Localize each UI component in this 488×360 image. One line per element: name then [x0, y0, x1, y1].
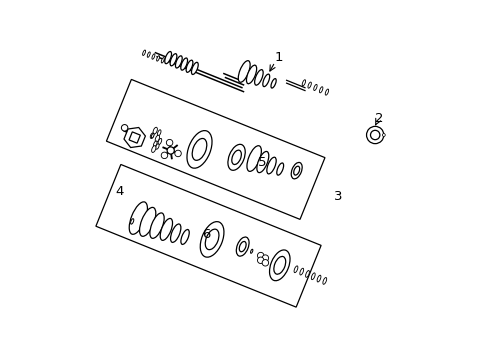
Ellipse shape [273, 256, 285, 274]
Ellipse shape [205, 229, 219, 249]
Ellipse shape [307, 82, 311, 88]
Ellipse shape [325, 89, 328, 95]
Ellipse shape [161, 58, 164, 63]
Ellipse shape [317, 275, 320, 282]
Ellipse shape [147, 52, 150, 57]
Circle shape [366, 126, 383, 144]
Circle shape [161, 152, 167, 159]
Circle shape [262, 255, 268, 261]
Ellipse shape [191, 62, 198, 75]
Polygon shape [124, 127, 145, 148]
Circle shape [121, 125, 127, 131]
Ellipse shape [156, 56, 159, 61]
Ellipse shape [155, 135, 159, 142]
Ellipse shape [186, 60, 192, 72]
Circle shape [262, 260, 268, 266]
Ellipse shape [246, 146, 261, 171]
Ellipse shape [227, 144, 245, 170]
Ellipse shape [256, 152, 268, 173]
Ellipse shape [153, 141, 157, 147]
Ellipse shape [293, 166, 299, 175]
Ellipse shape [238, 60, 250, 82]
Text: 4: 4 [115, 185, 123, 198]
Ellipse shape [269, 250, 289, 281]
Ellipse shape [293, 266, 297, 273]
Ellipse shape [311, 273, 314, 280]
Circle shape [257, 257, 264, 264]
Ellipse shape [302, 80, 305, 86]
Polygon shape [106, 80, 325, 219]
Ellipse shape [270, 78, 276, 88]
Ellipse shape [129, 202, 147, 234]
Ellipse shape [192, 139, 206, 160]
Circle shape [257, 252, 264, 259]
Ellipse shape [181, 58, 187, 70]
Ellipse shape [157, 130, 161, 136]
Text: 5: 5 [257, 156, 265, 169]
Ellipse shape [313, 84, 316, 90]
Ellipse shape [291, 162, 302, 179]
Circle shape [174, 150, 181, 157]
Ellipse shape [322, 278, 326, 284]
Ellipse shape [152, 54, 155, 59]
Ellipse shape [175, 56, 182, 68]
Ellipse shape [151, 146, 156, 152]
Ellipse shape [186, 131, 212, 168]
Ellipse shape [170, 224, 181, 242]
Ellipse shape [246, 65, 256, 84]
Circle shape [167, 147, 174, 154]
Ellipse shape [200, 222, 224, 257]
Circle shape [382, 134, 385, 136]
Ellipse shape [231, 150, 241, 165]
Text: 1: 1 [274, 51, 283, 64]
Ellipse shape [305, 271, 309, 277]
Polygon shape [129, 132, 140, 143]
Ellipse shape [266, 157, 276, 174]
Ellipse shape [164, 51, 171, 64]
Text: 3: 3 [333, 190, 342, 203]
Circle shape [370, 130, 379, 140]
Ellipse shape [250, 249, 252, 253]
Text: 6: 6 [202, 228, 210, 241]
Ellipse shape [155, 144, 159, 149]
Ellipse shape [181, 230, 189, 244]
Circle shape [166, 139, 172, 146]
Ellipse shape [299, 268, 303, 275]
Ellipse shape [262, 74, 269, 87]
Ellipse shape [150, 213, 164, 238]
Ellipse shape [142, 50, 145, 55]
Ellipse shape [151, 133, 154, 138]
Ellipse shape [160, 219, 172, 240]
Ellipse shape [130, 219, 134, 224]
Text: 2: 2 [374, 112, 383, 125]
Polygon shape [96, 165, 321, 307]
Ellipse shape [150, 133, 153, 139]
Ellipse shape [236, 237, 248, 256]
Ellipse shape [319, 87, 322, 93]
Ellipse shape [170, 54, 177, 66]
Ellipse shape [254, 69, 263, 85]
Ellipse shape [153, 127, 157, 134]
Ellipse shape [158, 139, 162, 144]
Ellipse shape [139, 207, 156, 236]
Ellipse shape [276, 163, 283, 175]
Ellipse shape [239, 242, 245, 252]
